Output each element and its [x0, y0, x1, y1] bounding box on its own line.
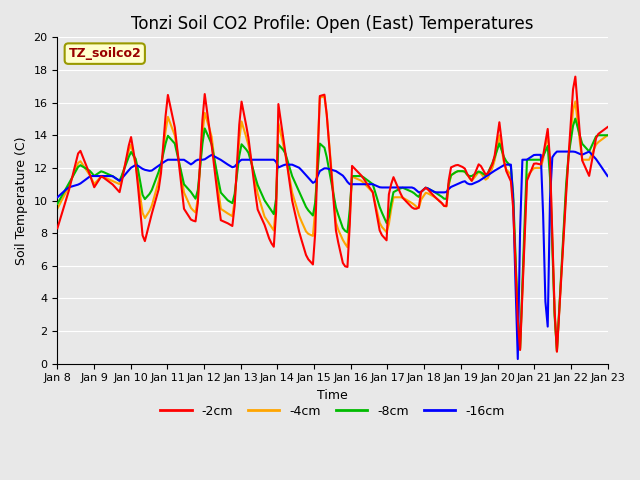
Y-axis label: Soil Temperature (C): Soil Temperature (C) [15, 136, 28, 265]
Title: Tonzi Soil CO2 Profile: Open (East) Temperatures: Tonzi Soil CO2 Profile: Open (East) Temp… [131, 15, 534, 33]
Legend: -2cm, -4cm, -8cm, -16cm: -2cm, -4cm, -8cm, -16cm [156, 400, 509, 423]
Text: TZ_soilco2: TZ_soilco2 [68, 47, 141, 60]
X-axis label: Time: Time [317, 389, 348, 402]
